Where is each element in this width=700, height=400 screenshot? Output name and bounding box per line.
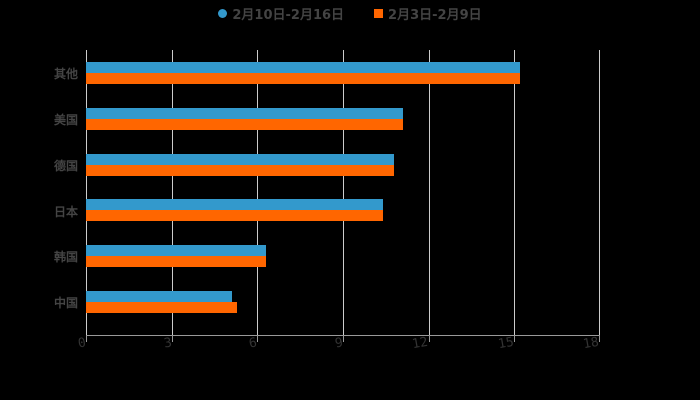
x-tick-label: 18: [581, 334, 601, 353]
bar-series-1[interactable]: [86, 154, 395, 165]
bar-series-2[interactable]: [86, 302, 238, 313]
bar-series-1[interactable]: [86, 291, 232, 302]
legend-marker-circle-icon: [218, 8, 228, 18]
gridline: [428, 50, 430, 335]
x-tick: [514, 336, 516, 342]
gridline: [257, 50, 259, 335]
bar-series-1[interactable]: [86, 245, 266, 256]
category-label: 其他: [53, 67, 78, 81]
x-tick: [86, 336, 87, 342]
category-label: 中国: [53, 296, 78, 310]
x-tick: [599, 336, 600, 342]
x-tick-label: 12: [410, 334, 430, 353]
bar-series-1[interactable]: [86, 62, 521, 73]
gridline: [171, 50, 173, 335]
gridline: [514, 50, 516, 335]
category-label: 韩国: [53, 250, 78, 264]
legend-item-series-1[interactable]: 2月10日-2月16日: [218, 4, 344, 23]
category-label: 美国: [53, 113, 78, 127]
chart-legend: 2月10日-2月16日 2月3日-2月9日: [0, 3, 700, 23]
category-label: 日本: [53, 205, 78, 219]
plot-area: [86, 50, 600, 335]
legend-item-series-2[interactable]: 2月3日-2月9日: [374, 4, 482, 23]
legend-label: 2月3日-2月9日: [388, 7, 482, 23]
legend-label: 2月10日-2月16日: [232, 7, 345, 23]
bar-series-1[interactable]: [86, 108, 403, 119]
bar-series-2[interactable]: [86, 256, 266, 267]
x-axis-line: [86, 335, 600, 336]
gridline: [343, 50, 344, 335]
gridline: [86, 50, 87, 335]
bar-series-2[interactable]: [86, 165, 395, 176]
bar-series-2[interactable]: [86, 119, 403, 130]
category-label: 德国: [53, 159, 78, 173]
bar-series-2[interactable]: [86, 73, 521, 84]
x-tick: [428, 336, 430, 342]
x-tick: [257, 336, 259, 342]
x-tick: [171, 336, 173, 342]
gridline: [599, 50, 600, 335]
bar-series-1[interactable]: [86, 199, 383, 210]
x-tick-label: 15: [496, 334, 516, 353]
legend-marker-square-icon: [374, 8, 384, 18]
bar-series-2[interactable]: [86, 210, 383, 221]
x-tick: [343, 336, 344, 342]
